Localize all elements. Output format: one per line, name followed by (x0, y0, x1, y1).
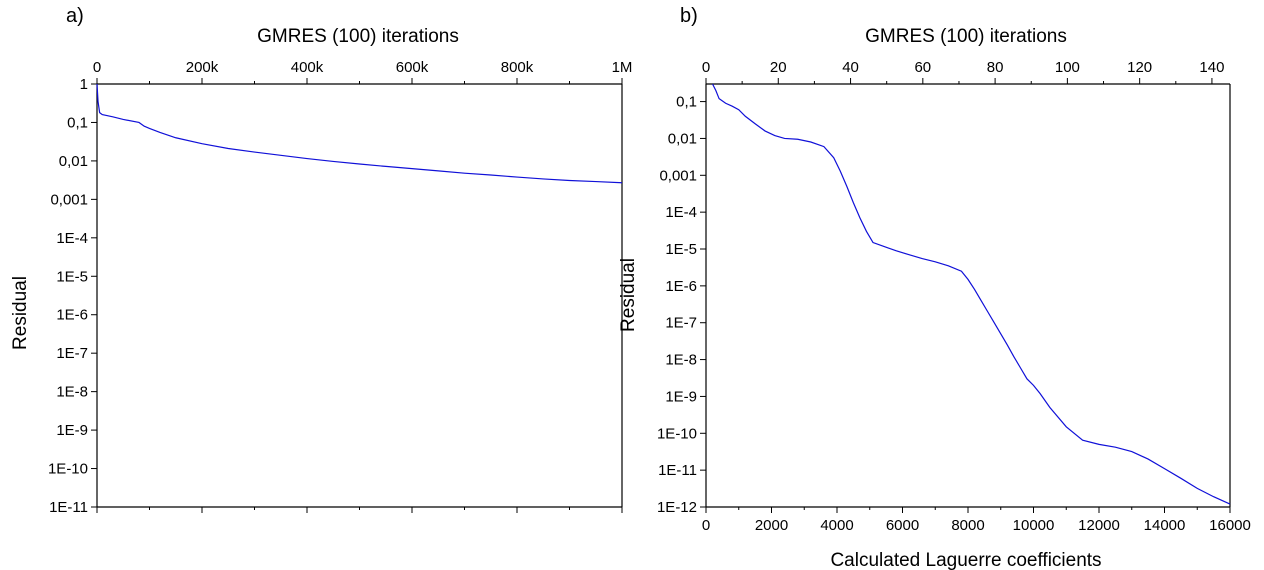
y-tick-label: 0,1 (676, 94, 697, 111)
y-tick-label: 0,01 (59, 153, 88, 170)
panel-b-residual-line (712, 83, 1231, 505)
panel-a-y-axis-title: Residual (10, 276, 31, 350)
y-tick-label: 1E-4 (665, 204, 697, 221)
x-tick-label: 6000 (886, 517, 919, 534)
x-tick-label: 2000 (755, 517, 788, 534)
panel-a-residual-line (96, 83, 623, 184)
y-tick-label: 1E-10 (48, 461, 88, 478)
x-tick-label: 14000 (1144, 517, 1186, 534)
top-tick-label: 80 (987, 59, 1004, 76)
y-tick-label: 0,01 (668, 130, 697, 147)
panel-a: a) GMRES (100) iterations Residual 1 0,1 0… (10, 5, 632, 516)
panel-b: b) GMRES (100) iterations Calculated Lag… (618, 5, 1251, 570)
y-tick-label: 1E-7 (56, 345, 88, 362)
panel-b-y-axis-title: Residual (618, 258, 639, 332)
y-tick-label: 1E-6 (56, 307, 88, 324)
y-tick-label: 1E-10 (657, 425, 697, 442)
top-tick-label: 100 (1055, 59, 1080, 76)
y-tick-label: 1E-9 (56, 422, 88, 439)
top-tick-label: 200k (186, 59, 219, 76)
x-tick-label: 4000 (820, 517, 853, 534)
y-tick-label: 1 (80, 76, 88, 93)
panel-b-label: b) (680, 5, 698, 27)
top-tick-label: 0 (702, 59, 710, 76)
y-tick-label: 1E-12 (657, 499, 697, 516)
panel-a-top-axis-title: GMRES (100) iterations (257, 26, 459, 47)
x-tick-label: 16000 (1209, 517, 1251, 534)
top-tick-label: 1M (612, 59, 633, 76)
y-tick-label: 1E-9 (665, 388, 697, 405)
x-tick-label: 0 (702, 517, 710, 534)
top-tick-label: 600k (396, 59, 429, 76)
top-tick-label: 140 (1199, 59, 1224, 76)
y-tick-label: 1E-8 (56, 384, 88, 401)
top-tick-label: 120 (1127, 59, 1152, 76)
top-tick-label: 60 (914, 59, 931, 76)
y-tick-label: 1E-5 (665, 241, 697, 258)
panel-a-label: a) (66, 5, 84, 27)
x-tick-label: 12000 (1078, 517, 1120, 534)
y-tick-label: 1E-11 (658, 462, 697, 479)
y-tick-label: 1E-8 (665, 352, 697, 369)
top-tick-label: 20 (770, 59, 787, 76)
x-tick-label: 10000 (1013, 517, 1055, 534)
x-tick-label: 8000 (951, 517, 984, 534)
y-tick-label: 1E-5 (56, 268, 88, 285)
y-tick-label: 1E-4 (56, 230, 88, 247)
top-tick-label: 800k (501, 59, 534, 76)
y-tick-label: 1E-7 (665, 315, 697, 332)
y-tick-label: 0,1 (67, 114, 88, 131)
panel-b-ticks: 0,1 0,01 0,001 1E-4 1E-5 1E-6 1E-7 1E-8 1E-9 1E-1… (657, 59, 1251, 534)
top-tick-label: 0 (93, 59, 101, 76)
y-tick-label: 0,001 (50, 191, 88, 208)
top-tick-label: 40 (842, 59, 859, 76)
panel-a-ticks: 1 0,1 0,01 0,001 1E-4 1E-5 1E-6 1E-7 1E-8 1E-9 1E-… (48, 59, 632, 516)
top-tick-label: 400k (291, 59, 324, 76)
y-tick-label: 1E-6 (665, 278, 697, 295)
panel-b-x-axis-title: Calculated Laguerre coefficients (830, 550, 1101, 570)
y-tick-label: 0,001 (659, 167, 697, 184)
panel-b-top-axis-title: GMRES (100) iterations (865, 26, 1067, 47)
y-tick-label: 1E-11 (49, 499, 88, 516)
